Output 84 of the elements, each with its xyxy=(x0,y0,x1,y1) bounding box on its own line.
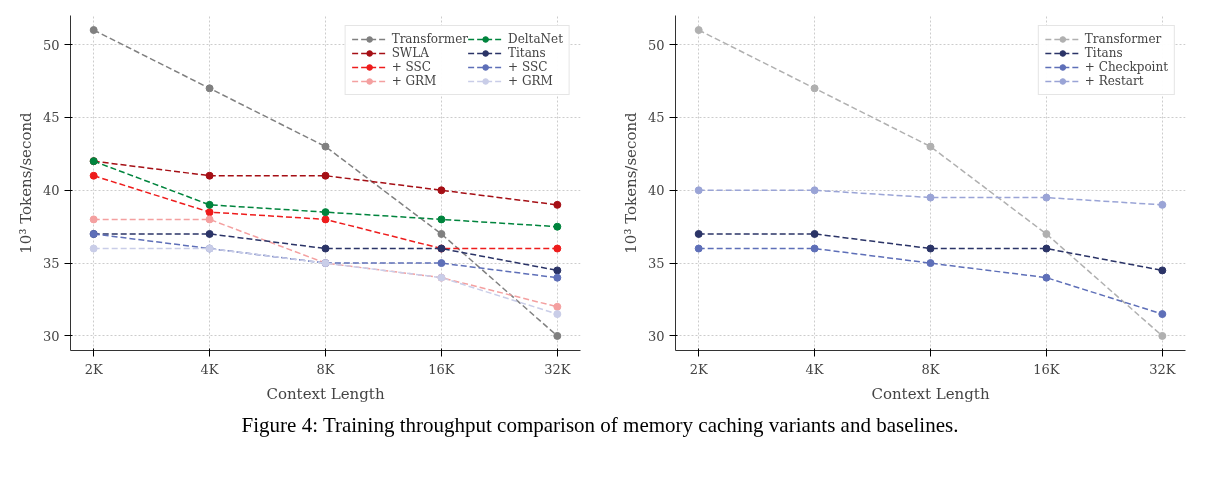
y-tick-label: 30 xyxy=(42,328,60,344)
point xyxy=(926,244,935,253)
legend-label: + Restart xyxy=(1084,74,1144,88)
legend-label: DeltaNet xyxy=(508,32,563,46)
point xyxy=(1158,266,1167,275)
point xyxy=(810,186,819,195)
point xyxy=(321,208,330,217)
y-tick-label: 45 xyxy=(42,110,60,126)
point xyxy=(205,208,214,217)
point xyxy=(810,84,819,93)
x-tick-label: 32K xyxy=(1149,361,1176,377)
point xyxy=(553,222,562,231)
x-tick-label: 2K xyxy=(689,361,708,377)
y-axis-title: 10³ Tokens/second xyxy=(621,111,640,254)
point xyxy=(321,142,330,151)
point xyxy=(205,84,214,93)
legend-label: Transformer xyxy=(391,32,469,46)
point xyxy=(89,171,98,180)
y-tick-label: 50 xyxy=(647,37,665,53)
point xyxy=(205,229,214,238)
point xyxy=(553,200,562,209)
point xyxy=(694,26,703,35)
legend-label: + Checkpoint xyxy=(1084,60,1168,74)
point xyxy=(437,259,446,268)
point xyxy=(205,215,214,224)
x-tick-label: 4K xyxy=(200,361,219,377)
point xyxy=(1042,193,1051,202)
y-tick-label: 45 xyxy=(647,110,665,126)
x-tick-label: 16K xyxy=(428,361,455,377)
point xyxy=(1158,331,1167,340)
x-tick-label: 16K xyxy=(1033,361,1060,377)
x-axis-title: Context Length xyxy=(266,384,385,403)
point xyxy=(694,229,703,238)
point xyxy=(89,215,98,224)
point xyxy=(553,266,562,275)
y-tick-label: 30 xyxy=(647,328,665,344)
point xyxy=(553,273,562,282)
point xyxy=(1042,229,1051,238)
point xyxy=(553,310,562,319)
legend-label: + GRM xyxy=(508,74,553,88)
y-tick-label: 50 xyxy=(42,37,60,53)
point xyxy=(926,259,935,268)
x-tick-label: 32K xyxy=(544,361,571,377)
legend-label: SWLA xyxy=(391,46,429,60)
point xyxy=(321,215,330,224)
x-tick-label: 4K xyxy=(805,361,824,377)
point xyxy=(926,142,935,151)
point xyxy=(553,302,562,311)
point xyxy=(89,244,98,253)
point xyxy=(321,244,330,253)
point xyxy=(694,244,703,253)
point xyxy=(437,215,446,224)
point xyxy=(810,229,819,238)
point xyxy=(694,186,703,195)
y-tick-label: 40 xyxy=(647,183,665,199)
point xyxy=(1158,310,1167,319)
x-tick-label: 8K xyxy=(316,361,335,377)
point xyxy=(321,171,330,180)
point xyxy=(437,229,446,238)
y-tick-label: 40 xyxy=(42,183,60,199)
y-tick-label: 35 xyxy=(42,256,60,272)
point xyxy=(205,171,214,180)
legend-label: Transformer xyxy=(1084,32,1162,46)
y-tick-label: 35 xyxy=(647,256,665,272)
legend-label: Titans xyxy=(1084,46,1123,60)
x-axis-title: Context Length xyxy=(871,384,990,403)
x-tick-label: 8K xyxy=(921,361,940,377)
point xyxy=(1042,244,1051,253)
y-axis-title: 10³ Tokens/second xyxy=(16,111,35,254)
x-tick-label: 2K xyxy=(84,361,103,377)
point xyxy=(553,331,562,340)
point xyxy=(553,244,562,253)
legend-label: Titans xyxy=(508,46,546,60)
point xyxy=(810,244,819,253)
legend-label: + SSC xyxy=(508,60,548,74)
point xyxy=(926,193,935,202)
legend-label: + SSC xyxy=(391,60,431,74)
point xyxy=(205,200,214,209)
point xyxy=(437,186,446,195)
point xyxy=(89,26,98,35)
legend-label: + GRM xyxy=(391,74,437,88)
point xyxy=(1158,200,1167,209)
caption: Figure 4: Training throughput comparison of memory caching variants and baselines. xyxy=(241,412,959,439)
point xyxy=(1042,273,1051,282)
